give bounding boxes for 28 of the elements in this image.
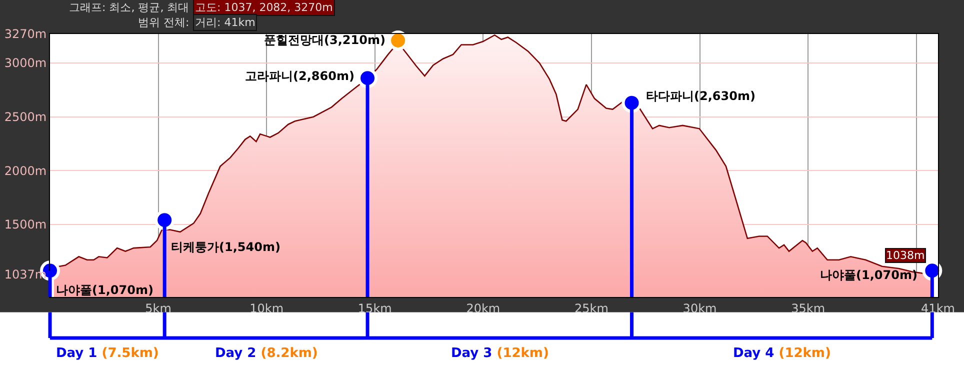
annotation: 타다파니(2,630m): [646, 89, 756, 103]
x-tick-label: 10km: [250, 301, 284, 316]
x-tick-label: 41km: [921, 301, 955, 316]
text: Day 1 (7.5km): [56, 346, 159, 361]
x-tick-label: 25km: [574, 301, 608, 316]
annotation: 고라파니(2,860m): [245, 69, 354, 83]
x-tick-label: 15km: [358, 301, 392, 316]
x-tick-label: 5km: [145, 301, 172, 316]
y-tick-label: 1500m: [4, 218, 47, 232]
y-tick-label: 2500m: [4, 110, 47, 124]
x-tick-label: 20km: [466, 301, 500, 316]
text: 고도: 1037, 2082, 3270m: [195, 1, 333, 14]
y-tick-label: 3270m: [4, 27, 47, 42]
x-tick-label: 30km: [682, 301, 717, 316]
annotation: 1038m: [886, 249, 925, 262]
text: Day 4 (12km): [733, 346, 831, 361]
text: Day 2 (8.2km): [215, 346, 318, 361]
text: 그래프: 최소, 평균, 최대: [69, 1, 190, 14]
x-tick-label: 35km: [791, 301, 826, 316]
annotation: 나야풀(1,070m): [56, 283, 154, 297]
text: 거리: 41km: [195, 16, 256, 29]
annotation: 티케퉁가(1,540m): [171, 240, 280, 254]
annotation: 푼힐전망대(3,210m): [264, 33, 386, 47]
y-tick-label: 3000m: [4, 56, 47, 70]
text: 범위 전체:: [138, 16, 190, 29]
text: Day 3 (12km): [451, 346, 549, 361]
annotation: 나야풀(1,070m): [820, 268, 918, 282]
y-tick-label: 2000m: [4, 164, 47, 178]
